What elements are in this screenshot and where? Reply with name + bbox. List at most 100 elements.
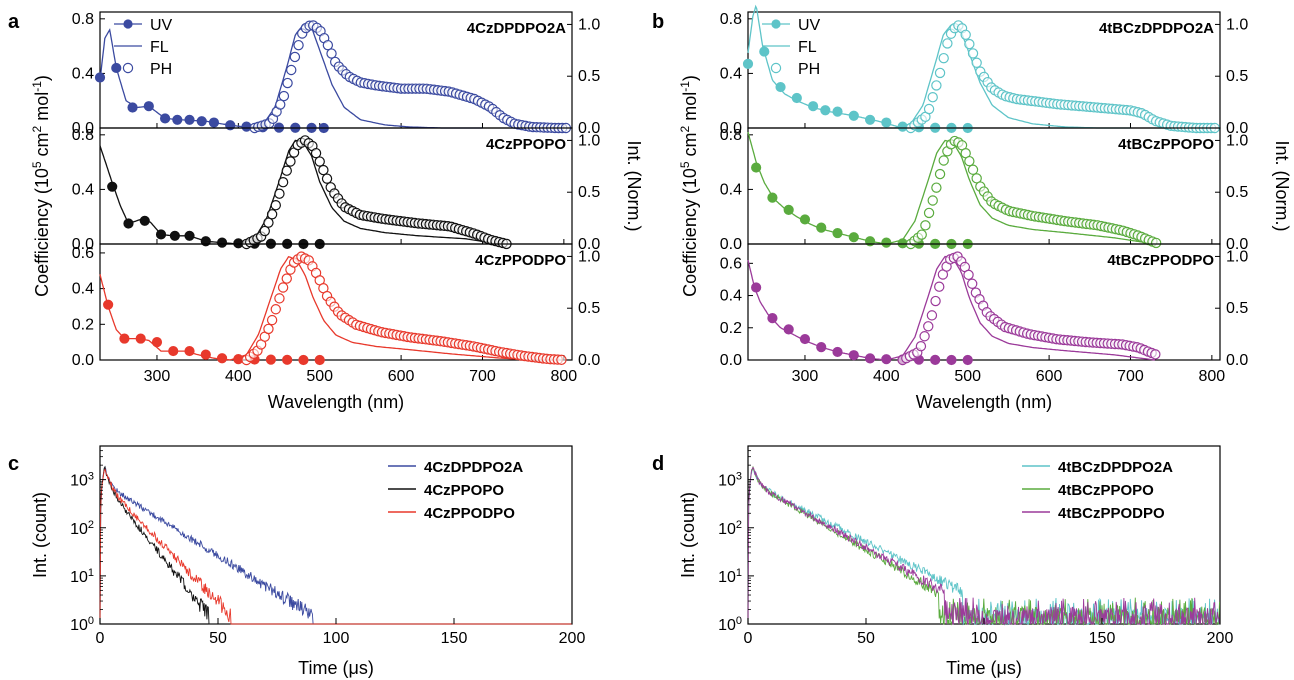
uv-marker: [160, 113, 171, 124]
uv-marker: [767, 192, 778, 203]
ph-marker: [310, 147, 322, 159]
uv-marker: [799, 214, 811, 225]
fl-line: [238, 139, 499, 245]
panel-label-a: a: [8, 11, 20, 33]
y-tick-label: 103: [718, 471, 742, 490]
sample-label: 4tBCzPPODPO: [1107, 252, 1214, 269]
ph-marker: [281, 165, 292, 176]
uv-marker: [184, 114, 195, 125]
ph-marker: [259, 225, 270, 237]
plot-frame: [99, 243, 573, 361]
legend-marker: [770, 62, 782, 74]
x-tick-label: 200: [1207, 630, 1234, 647]
ph-marker: [931, 182, 942, 193]
uv-marker: [946, 354, 957, 366]
x-tick-label: 0: [96, 630, 105, 647]
y-axis-label: Int. (count): [30, 492, 50, 578]
uv-marker: [143, 101, 154, 112]
subplot-4tBCzPPOPO: 0.0 0.4 0.8 0.0 0.5 1.0 4tBCzPPOPO: [720, 127, 1249, 253]
y-tick-label: 102: [70, 519, 94, 538]
y2-tick-label: 0.0: [1226, 120, 1248, 137]
legend-label: 4CzPPOPO: [424, 482, 504, 499]
y2-tick-label: 0.5: [578, 68, 600, 85]
subplot-4tBCzPPODPO: 0.0 0.2 0.4 0.6 0.0 0.5 1.0 4tBCzPPODPO: [720, 243, 1248, 369]
uv-line: [99, 28, 255, 129]
panel-a: a0.00.40.80.00.51.04CzDPDPO2A0.00.40.80.…: [8, 11, 644, 412]
ph-marker: [289, 51, 301, 63]
uv-marker: [151, 337, 163, 348]
subplot-4CzPPOPO: 0.0 0.4 0.8 0.0 0.5 1.0 4CzPPOPO: [72, 127, 601, 253]
ph-marker: [971, 57, 982, 68]
uv-marker: [298, 354, 309, 366]
ph-marker: [916, 229, 927, 240]
ph-marker: [967, 48, 979, 59]
x-tick-label: 150: [441, 630, 468, 647]
ph-marker: [927, 195, 938, 206]
ph-marker: [1150, 349, 1161, 360]
ph-marker: [318, 164, 329, 176]
y2-axis-label: Int. (Norm.): [624, 140, 644, 231]
y2-tick-label: 0.0: [578, 236, 600, 253]
ph-marker: [322, 39, 334, 51]
y-tick-label: 100: [718, 615, 742, 634]
uv-marker: [820, 105, 831, 116]
y-tick-label: 0.4: [720, 181, 742, 198]
x-tick-label: 150: [1089, 630, 1116, 647]
y2-tick-label: 1.0: [1226, 248, 1248, 265]
ph-marker: [314, 156, 325, 167]
uv-marker: [94, 72, 106, 83]
panel-d: d 100 101 102 103 0 50 100 150 200 Time (μs) Int. (…: [652, 445, 1234, 678]
y2-tick-label: 0.0: [578, 352, 600, 369]
y-tick-label: 0.8: [720, 11, 742, 28]
uv-marker: [111, 62, 122, 74]
ph-marker: [964, 38, 975, 50]
ph-marker: [263, 217, 274, 228]
legend: UV FL PH: [762, 17, 821, 78]
uv-marker: [816, 342, 827, 353]
ph-marker: [967, 278, 978, 289]
legend: 4tBCzDPDPO2A 4tBCzPPOPO 4tBCzPPODPO: [1022, 459, 1173, 522]
uv-marker: [127, 102, 138, 113]
uv-marker: [216, 353, 228, 364]
uv-marker: [783, 204, 794, 215]
sample-label: 4CzDPDPO2A: [467, 20, 566, 37]
legend-label: 4tBCzPPOPO: [1058, 482, 1154, 499]
x-tick-label: 200: [559, 630, 586, 647]
panel-label-d: d: [652, 453, 664, 475]
x-tick-label: 400: [873, 368, 900, 385]
uv-marker: [139, 215, 150, 226]
y-tick-label: 0.4: [72, 65, 94, 82]
uv-marker: [864, 114, 876, 125]
sample-label: 4tBCzDPDPO2A: [1099, 20, 1214, 37]
legend-label: 4CzPPODPO: [424, 505, 515, 522]
y-tick-label: 0.0: [72, 120, 94, 137]
uv-marker: [783, 324, 794, 335]
y-tick-label: 0.0: [72, 236, 94, 253]
legend: UV FL PH: [114, 17, 173, 78]
legend-label: UV: [798, 17, 821, 34]
panel-label-c: c: [8, 453, 19, 475]
x-tick-label: 100: [971, 630, 998, 647]
uv-marker: [832, 227, 843, 239]
decay-series-4tBCzPPODPO: [747, 466, 1220, 626]
ph-marker: [920, 220, 931, 231]
uv-marker: [775, 81, 786, 93]
x-axis-label: Wavelength (nm): [916, 392, 1052, 412]
uv-marker: [200, 349, 211, 360]
y-tick-label: 0.4: [720, 65, 742, 82]
subplot-4CzDPDPO2A: 0.0 0.4 0.8 0.0 0.5 1.0 4CzDPDPO2A: [72, 11, 601, 137]
x-tick-label: 500: [954, 368, 981, 385]
ph-marker: [321, 173, 333, 184]
uv-marker: [864, 353, 876, 364]
subplot-4CzPPODPO: 0.0 0.2 0.4 0.6 0.0 0.5 1.0 4CzPPODPO: [72, 243, 600, 369]
y2-tick-label: 0.0: [578, 120, 600, 137]
ph-marker: [964, 155, 975, 167]
y2-axis-label: Int. (Norm.): [1272, 140, 1292, 231]
ph-marker: [277, 177, 289, 188]
subplot-4tBCzDPDPO2A: 0.0 0.4 0.8 0.0 0.5 1.0 4tBCzDPDPO2A: [720, 4, 1248, 137]
ph-marker: [963, 269, 974, 281]
y-axis-label: Coefficiency (105 cm2 mol-1): [30, 75, 52, 297]
uv-marker: [799, 333, 811, 345]
ph-marker: [286, 64, 297, 76]
